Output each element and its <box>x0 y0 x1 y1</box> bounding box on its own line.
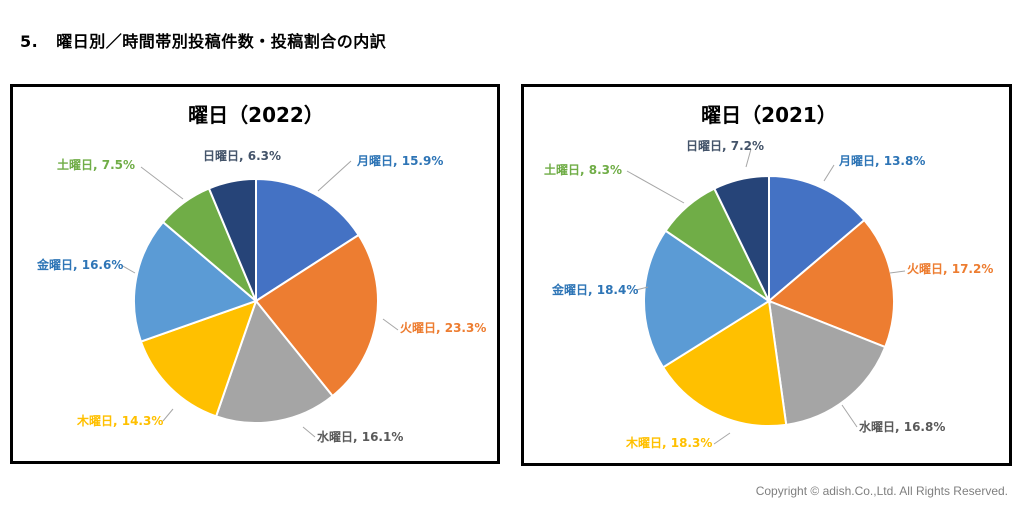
pie-chart-2021: 曜日（2021） 月曜日, 13.8% 火曜日, 17.2% 水曜日, 16.8% 木曜… <box>521 84 1012 466</box>
data-label-0: 月曜日, 13.8% <box>838 154 925 168</box>
pie-slice-6 <box>207 177 257 302</box>
pie-chart-2022: 曜日（2022） 月曜日, 15.9% 火曜日, 23.3% 水曜日, 16.1% 木曜… <box>10 84 500 464</box>
pie-slice-0 <box>255 177 360 303</box>
pie-slice-2 <box>214 298 334 424</box>
pie-slice-4 <box>643 229 771 369</box>
pie-slice-1 <box>767 218 895 349</box>
data-label-5: 土曜日, 7.5% <box>57 157 135 172</box>
data-label-3: 木曜日, 14.3% <box>76 413 163 428</box>
data-label-5: 土曜日, 8.3% <box>544 162 622 177</box>
pie-chart-2022-svg: 曜日（2022） 月曜日, 15.9% 火曜日, 23.3% 水曜日, 16.1% 木曜… <box>36 103 486 444</box>
leader-line-2 <box>841 404 858 428</box>
data-label-6: 日曜日, 6.3% <box>203 149 281 163</box>
leader-line-1 <box>382 318 399 331</box>
leader-line-2 <box>302 426 316 438</box>
pie-slice-1 <box>254 233 379 398</box>
pie-slice-3 <box>661 299 788 427</box>
data-label-1: 火曜日, 23.3% <box>400 321 486 335</box>
pie-slice-3 <box>139 299 258 418</box>
leader-line-3 <box>162 408 174 422</box>
data-label-6: 日曜日, 7.2% <box>686 139 764 153</box>
section-title: 曜日別／時間帯別投稿件数・投稿割合の内訳 <box>56 32 387 51</box>
leader-line-0 <box>823 164 835 182</box>
data-label-1: 火曜日, 17.2% <box>907 262 993 276</box>
leader-line-5 <box>140 166 184 200</box>
leader-line-4 <box>120 264 136 274</box>
data-label-2: 水曜日, 16.8% <box>859 419 945 434</box>
copyright-text: Copyright © adish.Co.,Ltd. All Rights Re… <box>755 484 1008 498</box>
pie-slice-6 <box>713 174 770 302</box>
section-number: 5. <box>20 32 39 51</box>
leader-line-3 <box>713 432 731 445</box>
leader-line-0 <box>317 160 352 192</box>
chart-title: 曜日（2021） <box>701 103 837 127</box>
pie-slice-0 <box>768 174 866 304</box>
leader-line-6 <box>745 148 752 168</box>
chart-title: 曜日（2022） <box>188 103 324 127</box>
data-label-0: 月曜日, 15.9% <box>356 154 443 168</box>
leader-line-1 <box>889 270 906 274</box>
pie-chart-2021-svg: 曜日（2021） 月曜日, 13.8% 火曜日, 17.2% 水曜日, 16.8% 木曜… <box>544 103 993 450</box>
page-title: 5. 曜日別／時間帯別投稿件数・投稿割合の内訳 <box>20 28 386 52</box>
data-label-2: 水曜日, 16.1% <box>317 429 403 444</box>
data-label-4: 金曜日, 16.6% <box>36 257 123 272</box>
pie-slice-4 <box>133 220 258 343</box>
leader-line-5 <box>626 170 685 204</box>
data-label-3: 木曜日, 18.3% <box>625 435 712 450</box>
pie-slice-2 <box>767 299 887 426</box>
data-label-4: 金曜日, 18.4% <box>551 282 638 297</box>
leader-line-4 <box>635 286 649 291</box>
